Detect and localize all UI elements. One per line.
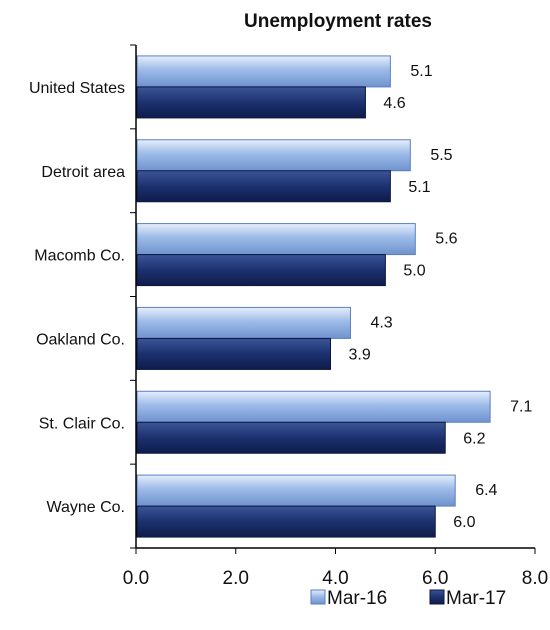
chart-title: Unemployment rates — [244, 11, 432, 32]
legend-label-mar-16: Mar-16 — [327, 588, 387, 609]
legend-swatch-mar-17 — [429, 589, 445, 605]
category-label: Detroit area — [41, 164, 125, 181]
x-tick-label: 6.0 — [422, 568, 448, 589]
category-label: Macomb Co. — [34, 248, 125, 265]
bar-mar-17-1 — [136, 86, 366, 119]
bar-mar-16-2 — [136, 139, 411, 172]
category-label: Wayne Co. — [46, 499, 125, 516]
value-label: 5.5 — [430, 147, 452, 164]
bar-mar-16-3 — [136, 223, 416, 256]
x-tick-label: 2.0 — [223, 568, 249, 589]
bar-mar-16-4 — [136, 306, 351, 339]
value-label: 4.6 — [383, 95, 405, 112]
bar-mar-17-5 — [136, 421, 446, 454]
category-label: Oakland Co. — [36, 331, 125, 348]
bar-mar-16-1 — [136, 55, 391, 88]
legend-label-mar-17: Mar-17 — [446, 588, 506, 609]
bar-mar-17-2 — [136, 170, 391, 203]
value-labels-layer: 5.14.65.55.15.65.04.33.97.16.26.46.0 — [349, 63, 533, 531]
bar-mar-17-6 — [136, 505, 436, 538]
value-label: 7.1 — [510, 398, 532, 415]
category-label: St. Clair Co. — [39, 415, 125, 432]
value-label: 5.6 — [435, 231, 457, 248]
bar-mar-16-6 — [136, 474, 456, 507]
x-tick-label: 4.0 — [322, 568, 348, 589]
category-labels-layer: United States Detroit area Macomb Co. Oakla… — [29, 80, 125, 516]
value-label: 6.2 — [463, 430, 485, 447]
value-label: 6.0 — [453, 514, 475, 531]
value-label: 5.1 — [408, 179, 430, 196]
bar-mar-17-4 — [136, 337, 332, 370]
value-label: 6.4 — [475, 482, 497, 499]
legend: Mar-16 Mar-17 — [310, 588, 506, 609]
bars-layer — [136, 55, 491, 538]
bar-mar-17-3 — [136, 254, 386, 287]
category-label: United States — [29, 80, 125, 97]
x-tick-label: 8.0 — [522, 568, 548, 589]
axes-layer: 0.0 2.0 4.0 6.0 8.0 — [123, 44, 548, 589]
legend-swatch-mar-16 — [310, 589, 326, 605]
x-tick-label: 0.0 — [123, 568, 149, 589]
bar-mar-16-5 — [136, 390, 491, 423]
value-label: 3.9 — [349, 346, 371, 363]
value-label: 5.1 — [410, 63, 432, 80]
value-label: 5.0 — [403, 263, 425, 280]
value-label: 4.3 — [370, 314, 392, 331]
